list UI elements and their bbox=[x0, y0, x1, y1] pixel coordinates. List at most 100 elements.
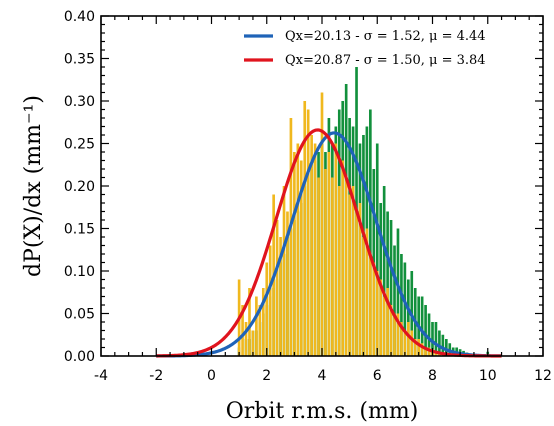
x-tick-label: 4 bbox=[318, 368, 327, 384]
legend-label: Qx=20.13 - σ = 1.52, μ = 4.44 bbox=[285, 29, 486, 44]
histogram-bar bbox=[407, 322, 410, 356]
y-tick-label: 0.30 bbox=[64, 94, 95, 110]
y-tick-label: 0.25 bbox=[64, 137, 95, 153]
histogram-bar bbox=[324, 169, 327, 356]
histogram-bar bbox=[389, 220, 393, 356]
x-tick-label: 8 bbox=[428, 368, 437, 384]
fit-curve bbox=[155, 131, 503, 358]
histogram-bar bbox=[344, 177, 348, 356]
histogram-bar bbox=[424, 347, 427, 356]
histogram-bar bbox=[420, 343, 424, 356]
histogram-bar bbox=[441, 334, 445, 356]
histogram-bar bbox=[386, 288, 389, 356]
histogram-bar bbox=[434, 322, 438, 356]
histogram-bar bbox=[393, 313, 396, 356]
histogram-bar bbox=[372, 262, 376, 356]
histogram-bar bbox=[286, 211, 289, 356]
axis-ticks bbox=[100, 15, 544, 357]
histogram-bar bbox=[282, 186, 286, 356]
histogram-bar bbox=[375, 271, 379, 356]
histogram-bar bbox=[327, 152, 331, 356]
histogram-bar bbox=[396, 228, 400, 356]
histogram-bar bbox=[386, 211, 389, 356]
histogram-bar bbox=[413, 339, 417, 356]
x-tick-label: -4 bbox=[94, 368, 108, 384]
histogram-bar bbox=[362, 237, 365, 356]
histogram-bar bbox=[317, 177, 320, 356]
histogram-bar bbox=[293, 152, 296, 356]
histogram-bar bbox=[275, 220, 279, 356]
histogram-bar bbox=[427, 347, 431, 356]
y-axis-title: dP(X)/dx (mm⁻¹) bbox=[21, 95, 46, 277]
y-tick-label: 0.20 bbox=[64, 179, 95, 195]
histogram-bar bbox=[382, 296, 386, 356]
histogram-bar bbox=[241, 305, 244, 356]
histogram-bar bbox=[400, 322, 403, 356]
histogram-bar bbox=[393, 245, 396, 356]
histogram-bar bbox=[410, 330, 414, 356]
histogram-bar bbox=[375, 143, 379, 356]
histogram-bar bbox=[337, 186, 341, 356]
y-tick-label: 0.10 bbox=[64, 264, 95, 280]
histogram-bar bbox=[355, 211, 358, 356]
histogram-bar bbox=[341, 160, 345, 356]
tick-labels: -4 -2 0 2 4 6 8 10 12 0.00 0.05 0.10 0.15 0.20 0.25 0.3… bbox=[64, 9, 552, 384]
histogram-qx-20-87 bbox=[237, 92, 462, 356]
x-tick-label: -2 bbox=[149, 368, 163, 384]
x-tick-label: 6 bbox=[373, 368, 382, 384]
histogram-bar bbox=[403, 330, 407, 356]
histogram-bar bbox=[289, 118, 293, 356]
histogram-bar bbox=[310, 135, 313, 356]
histogram-bar bbox=[424, 305, 427, 356]
histogram-bar bbox=[351, 186, 355, 356]
y-tick-label: 0.15 bbox=[64, 222, 95, 238]
histogram-bar bbox=[365, 228, 369, 356]
histogram-bar bbox=[369, 254, 372, 356]
histogram-bar bbox=[331, 177, 334, 356]
histogram-bar bbox=[296, 143, 300, 356]
x-tick-label: 0 bbox=[207, 368, 216, 384]
y-tick-label: 0.40 bbox=[64, 9, 95, 25]
histogram-bar bbox=[379, 279, 383, 356]
histogram-bar bbox=[396, 313, 400, 356]
histogram-bar bbox=[438, 330, 441, 356]
legend-label: Qx=20.87 - σ = 1.50, μ = 3.84 bbox=[285, 53, 486, 68]
fit-curve bbox=[155, 128, 503, 358]
histogram-bar bbox=[261, 288, 265, 356]
histogram-bar bbox=[313, 143, 317, 356]
histogram-bar bbox=[427, 313, 431, 356]
histogram-bar bbox=[444, 339, 448, 356]
histogram-bar bbox=[303, 101, 307, 356]
gaussian-fits bbox=[155, 128, 503, 358]
x-tick-label: 10 bbox=[479, 368, 497, 384]
histogram-bar bbox=[251, 330, 255, 356]
histogram-bar bbox=[265, 262, 269, 356]
histogram-bar bbox=[268, 245, 272, 356]
histogram-bar bbox=[417, 339, 421, 356]
x-tick-label: 2 bbox=[262, 368, 271, 384]
histogram-bar bbox=[244, 322, 248, 356]
histogram-bar bbox=[431, 322, 434, 356]
histogram-bar bbox=[320, 92, 324, 356]
histogram-bar bbox=[255, 296, 258, 356]
histogram-bar bbox=[306, 109, 310, 356]
histogram-bar bbox=[407, 279, 410, 356]
y-tick-label: 0.35 bbox=[64, 52, 95, 68]
histogram-bar bbox=[258, 305, 262, 356]
histogram-bar bbox=[400, 254, 403, 356]
histogram-bar bbox=[279, 237, 282, 356]
x-axis-title: Orbit r.m.s. (mm) bbox=[226, 399, 419, 424]
histogram-bar bbox=[403, 262, 407, 356]
histogram-bar bbox=[420, 296, 424, 356]
histogram-bar bbox=[299, 160, 303, 356]
y-tick-label: 0.05 bbox=[64, 307, 95, 323]
histogram-bar bbox=[382, 186, 386, 356]
histogram-bar bbox=[348, 194, 351, 356]
histogram-bar bbox=[389, 305, 393, 356]
histogram-bar bbox=[358, 203, 362, 356]
legend: Qx=20.13 - σ = 1.52, μ = 4.44 Qx=20.87 - … bbox=[244, 29, 486, 68]
histogram-bar bbox=[248, 288, 251, 356]
y-tick-label: 0.00 bbox=[64, 349, 95, 365]
histogram-bar bbox=[334, 143, 338, 356]
